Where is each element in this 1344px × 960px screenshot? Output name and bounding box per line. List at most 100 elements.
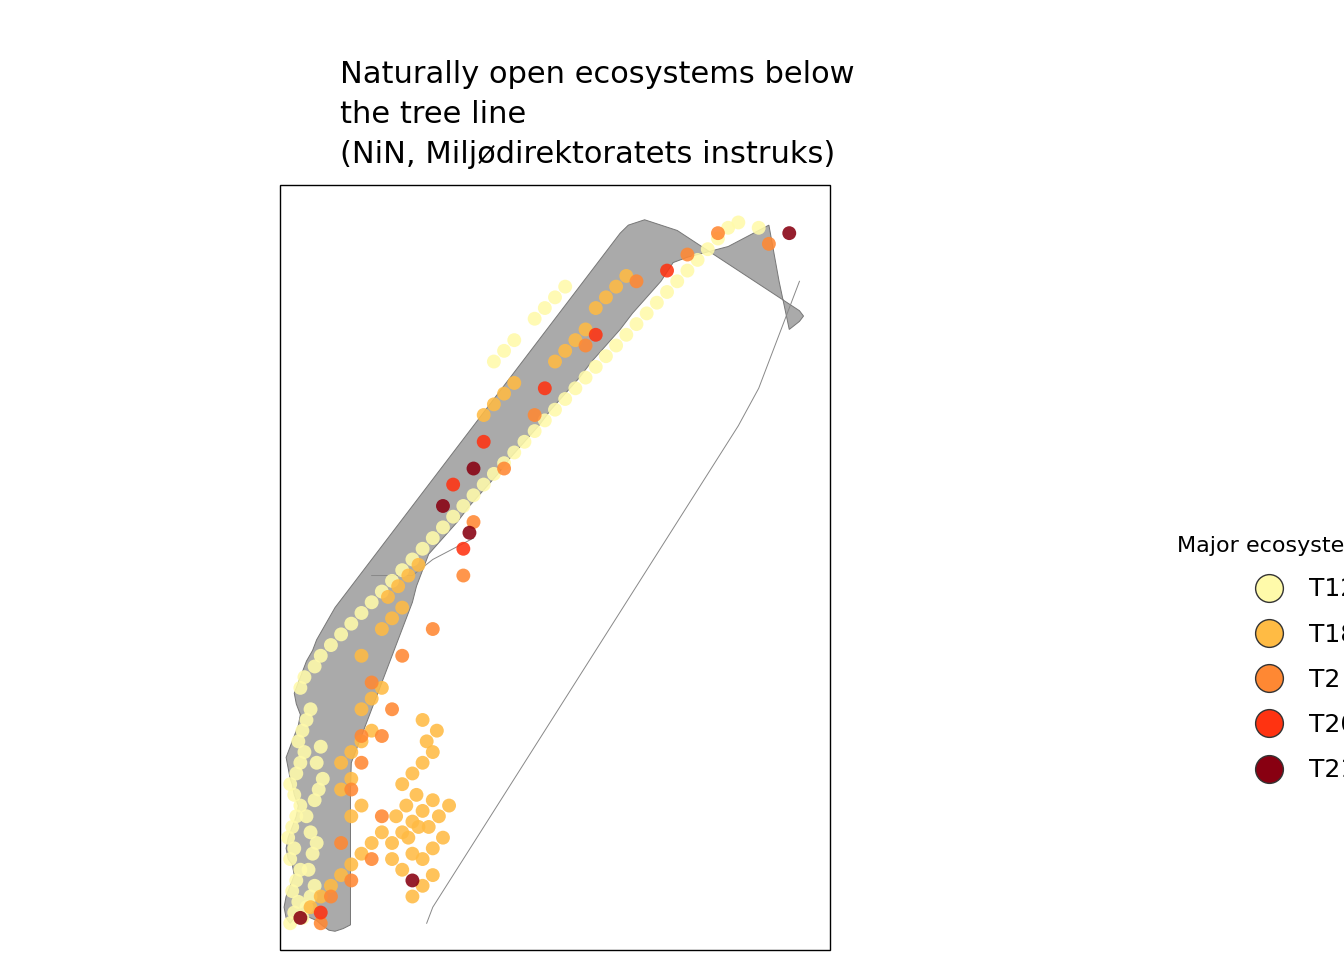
- Point: [387, 579, 409, 594]
- Point: [284, 787, 305, 803]
- Point: [749, 220, 770, 235]
- Point: [458, 525, 480, 540]
- Point: [585, 327, 606, 343]
- Text: (NiN, Miljødirektoratets instruks): (NiN, Miljødirektoratets instruks): [340, 140, 835, 169]
- Point: [636, 305, 657, 321]
- Point: [302, 846, 324, 861]
- Point: [646, 295, 668, 310]
- Point: [585, 359, 606, 374]
- Point: [304, 659, 325, 674]
- Point: [285, 766, 306, 781]
- Point: [544, 290, 566, 305]
- Point: [300, 889, 321, 904]
- Text: the tree line: the tree line: [340, 100, 527, 129]
- Point: [351, 733, 372, 749]
- Point: [676, 263, 698, 278]
- Point: [616, 327, 637, 343]
- Point: [395, 798, 417, 813]
- Point: [288, 733, 309, 749]
- Point: [280, 777, 301, 792]
- Point: [320, 889, 341, 904]
- Point: [493, 455, 515, 470]
- Point: [544, 402, 566, 418]
- Point: [386, 808, 407, 824]
- Point: [304, 878, 325, 894]
- Point: [402, 766, 423, 781]
- Point: [555, 343, 577, 358]
- Point: [422, 530, 444, 545]
- Point: [300, 900, 321, 915]
- Point: [351, 729, 372, 744]
- Point: [524, 407, 546, 422]
- Point: [306, 835, 328, 851]
- Point: [289, 862, 310, 877]
- Point: [575, 322, 597, 337]
- Point: [656, 284, 677, 300]
- Point: [493, 461, 515, 476]
- Point: [564, 332, 586, 348]
- Point: [473, 407, 495, 422]
- Point: [331, 781, 352, 797]
- Point: [310, 648, 332, 663]
- Point: [391, 862, 413, 877]
- Point: [331, 835, 352, 851]
- Point: [402, 814, 423, 829]
- Point: [411, 878, 433, 894]
- Point: [595, 290, 617, 305]
- Point: [310, 916, 332, 931]
- Point: [378, 589, 399, 605]
- Point: [371, 621, 392, 636]
- Point: [312, 771, 333, 786]
- Point: [411, 712, 433, 728]
- Point: [306, 756, 328, 771]
- Point: [371, 808, 392, 824]
- Point: [438, 798, 460, 813]
- Point: [351, 798, 372, 813]
- Point: [758, 236, 780, 252]
- Point: [513, 434, 535, 449]
- Point: [605, 279, 626, 295]
- Point: [727, 215, 749, 230]
- Point: [442, 477, 464, 492]
- Point: [402, 873, 423, 888]
- Point: [778, 226, 800, 241]
- Point: [289, 798, 310, 813]
- Point: [340, 781, 362, 797]
- Point: [422, 868, 444, 883]
- Point: [534, 380, 555, 396]
- Point: [331, 627, 352, 642]
- Point: [585, 300, 606, 316]
- Point: [294, 669, 316, 684]
- Point: [340, 771, 362, 786]
- Point: [362, 852, 383, 867]
- Point: [382, 702, 403, 717]
- Point: [331, 756, 352, 771]
- Point: [371, 681, 392, 696]
- Point: [524, 311, 546, 326]
- Point: [544, 354, 566, 370]
- Point: [362, 691, 383, 707]
- Point: [351, 756, 372, 771]
- Point: [296, 900, 317, 915]
- Point: [391, 600, 413, 615]
- Point: [289, 681, 310, 696]
- Point: [616, 268, 637, 283]
- Bar: [280, 185, 831, 950]
- Point: [292, 723, 313, 738]
- Point: [482, 467, 504, 482]
- Point: [398, 830, 419, 846]
- Point: [411, 541, 433, 557]
- Point: [422, 621, 444, 636]
- Point: [504, 375, 526, 391]
- Point: [698, 242, 719, 257]
- Point: [453, 498, 474, 514]
- Point: [351, 702, 372, 717]
- Point: [707, 226, 728, 241]
- Point: [493, 386, 515, 401]
- Point: [534, 300, 555, 316]
- Point: [362, 675, 383, 690]
- Point: [391, 563, 413, 578]
- Point: [289, 910, 310, 925]
- Point: [284, 841, 305, 856]
- Point: [429, 808, 450, 824]
